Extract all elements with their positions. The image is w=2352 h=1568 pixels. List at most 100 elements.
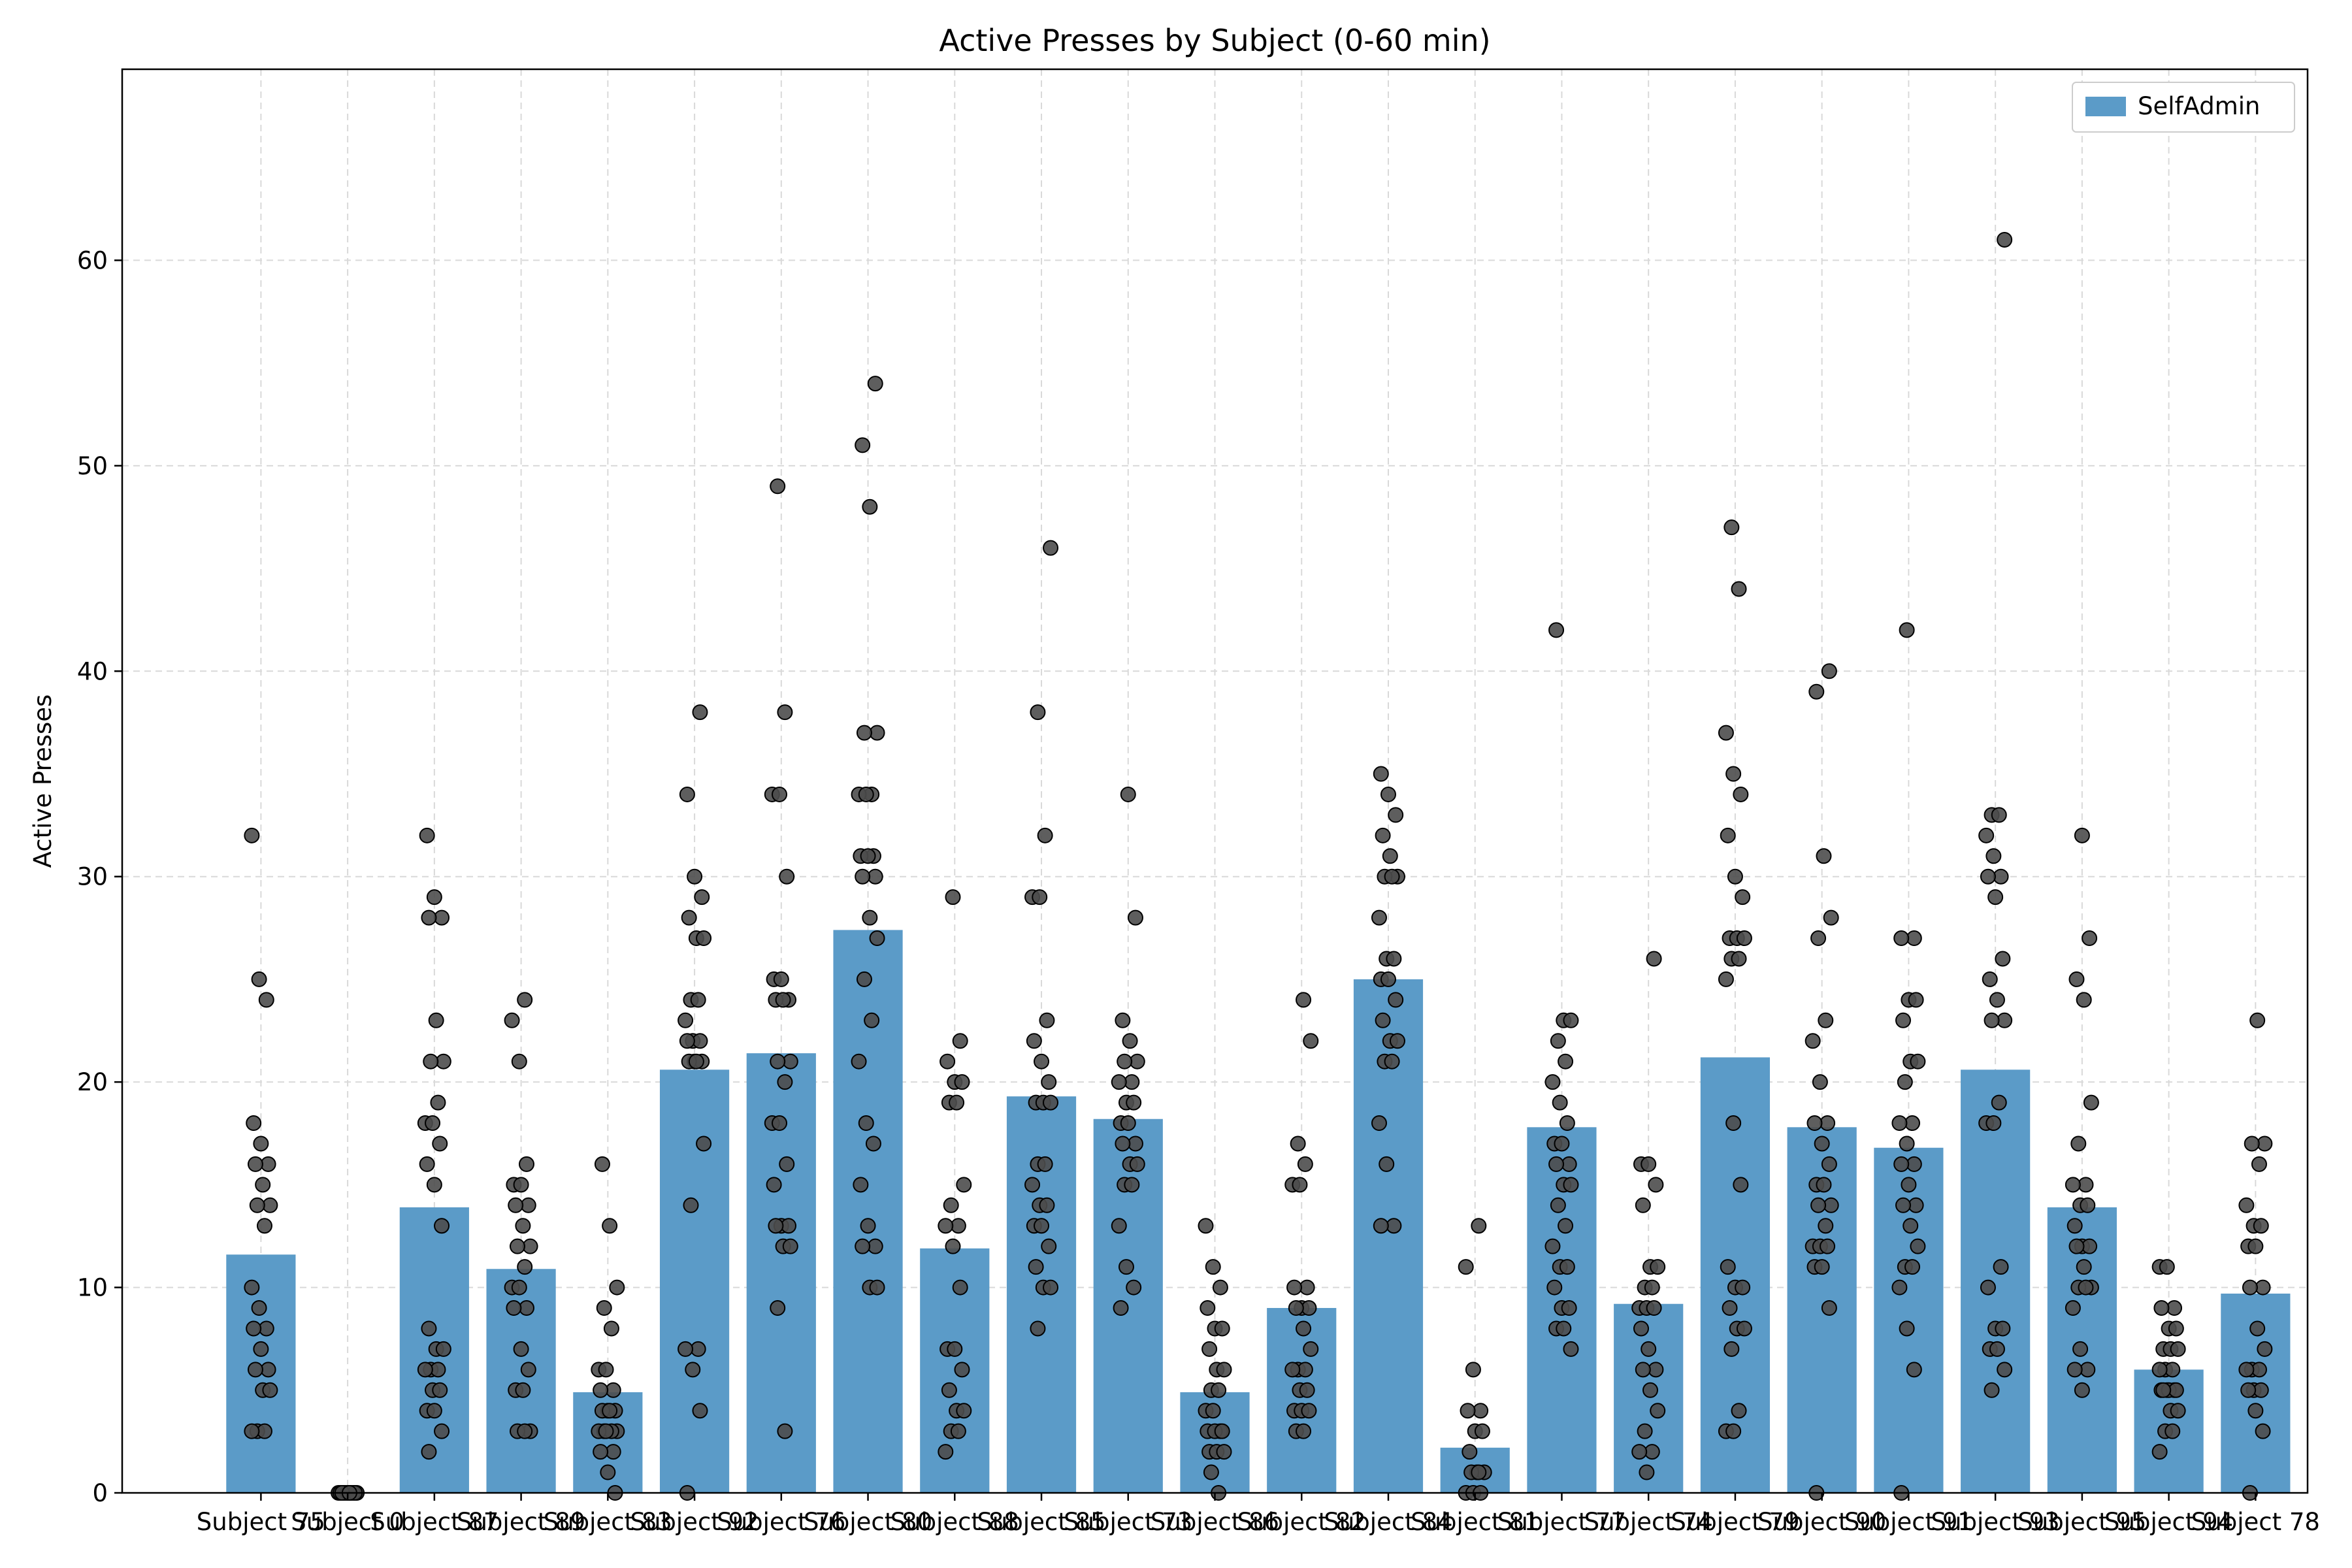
data-point xyxy=(246,1320,262,1337)
data-point xyxy=(1895,1197,1912,1213)
data-point xyxy=(2238,1362,2255,1378)
data-point xyxy=(687,868,703,885)
point-layer xyxy=(244,231,2273,1501)
legend-swatch xyxy=(2085,97,2126,116)
data-point xyxy=(1718,971,1734,987)
data-point xyxy=(602,1403,618,1419)
data-point xyxy=(855,1238,871,1254)
data-point xyxy=(593,1444,609,1460)
data-point xyxy=(1026,1033,1042,1049)
data-point xyxy=(417,1362,433,1378)
bar xyxy=(1961,1070,2031,1493)
data-point xyxy=(1559,1259,1575,1275)
x-tick-label: Subject 81 xyxy=(1411,1508,1539,1536)
data-point xyxy=(1303,1341,1319,1357)
data-point xyxy=(1288,1300,1304,1316)
data-point xyxy=(253,1341,269,1357)
data-point xyxy=(2153,1300,2170,1316)
x-tick-label: Subject 83 xyxy=(544,1508,672,1536)
data-point xyxy=(1810,930,1827,947)
data-point xyxy=(1548,622,1565,638)
data-point xyxy=(1910,1238,1926,1254)
data-point xyxy=(943,1197,959,1213)
data-point xyxy=(1901,1177,1917,1193)
data-point xyxy=(1897,1074,1913,1090)
data-point xyxy=(2249,1320,2266,1337)
data-point xyxy=(419,827,435,843)
data-point xyxy=(1550,1033,1566,1049)
data-point xyxy=(1899,1135,1915,1152)
data-point xyxy=(1563,1177,1579,1193)
data-point xyxy=(428,1012,444,1028)
data-point xyxy=(865,1135,881,1152)
x-tick-label: Subject 86 xyxy=(1151,1508,1279,1536)
x-tick-label: Subject 90 xyxy=(1757,1508,1886,1536)
data-point xyxy=(2066,1362,2083,1378)
data-point xyxy=(869,1279,885,1296)
data-point xyxy=(2255,1423,2271,1439)
data-point xyxy=(2159,1259,2175,1275)
x-tick-label: Subject 79 xyxy=(1671,1508,1799,1536)
data-point xyxy=(692,704,708,721)
data-point xyxy=(2065,1177,2081,1193)
data-point xyxy=(2240,1382,2257,1398)
data-point xyxy=(766,1177,782,1193)
data-point xyxy=(603,1320,619,1337)
data-point xyxy=(1997,231,2013,248)
data-point xyxy=(1823,909,1839,926)
data-point xyxy=(2080,1197,2096,1213)
data-point xyxy=(419,1156,435,1172)
data-point xyxy=(1117,1053,1133,1070)
data-point xyxy=(938,1444,954,1460)
data-point xyxy=(1292,1177,1308,1193)
data-point xyxy=(2151,1362,2168,1378)
bar-layer xyxy=(226,930,2291,1493)
data-point xyxy=(509,1238,525,1254)
y-tick-label: 30 xyxy=(77,863,108,891)
y-tick-label: 20 xyxy=(77,1068,108,1096)
data-point xyxy=(2074,827,2090,843)
data-point xyxy=(244,1423,260,1439)
data-point xyxy=(1891,1279,1908,1296)
data-point xyxy=(1648,1177,1664,1193)
data-point xyxy=(1120,1115,1136,1132)
data-point xyxy=(1041,1238,1057,1254)
data-point xyxy=(1034,1053,1050,1070)
data-point xyxy=(1286,1279,1303,1296)
data-point xyxy=(1816,1177,1832,1193)
data-point xyxy=(1558,1053,1574,1070)
data-point xyxy=(1814,1259,1830,1275)
data-point xyxy=(423,1053,439,1070)
data-point xyxy=(246,1115,262,1132)
data-point xyxy=(681,909,697,926)
data-point xyxy=(782,1238,798,1254)
data-point xyxy=(1201,1341,1218,1357)
data-point xyxy=(862,909,878,926)
data-point xyxy=(1984,1382,2000,1398)
data-point xyxy=(1903,1218,1919,1234)
data-point xyxy=(1641,1341,1657,1357)
data-point xyxy=(2083,1094,2099,1111)
data-point xyxy=(2247,1238,2264,1254)
data-point xyxy=(1558,1218,1574,1234)
data-point xyxy=(432,1382,448,1398)
data-point xyxy=(1821,1300,1837,1316)
data-point xyxy=(939,1053,956,1070)
x-tick-label: Subject 94 xyxy=(2104,1508,2233,1536)
x-tick-label: Subject 74 xyxy=(1584,1508,1713,1536)
data-point xyxy=(1904,1259,1921,1275)
data-point xyxy=(1214,1423,1230,1439)
data-point xyxy=(513,1177,529,1193)
data-point xyxy=(1891,1115,1908,1132)
x-tick-label: Subject 93 xyxy=(1931,1508,2060,1536)
data-point xyxy=(1989,992,2005,1008)
data-point xyxy=(1736,930,1752,947)
data-point xyxy=(777,704,793,721)
data-point xyxy=(945,889,961,906)
data-point xyxy=(1216,1362,1232,1378)
data-point xyxy=(1991,1094,2007,1111)
data-point xyxy=(1120,786,1136,802)
data-point xyxy=(1034,1218,1050,1234)
data-point xyxy=(1814,1135,1830,1152)
